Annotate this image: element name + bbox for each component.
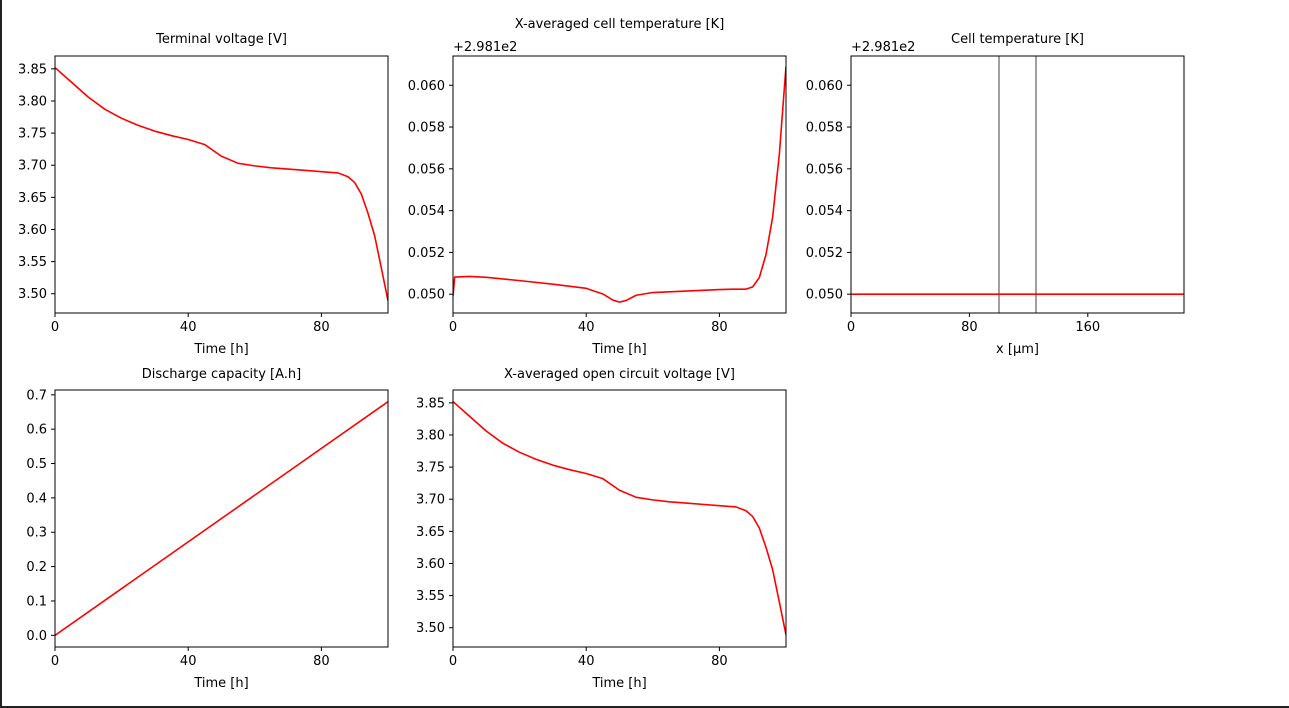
y-tick-label: 0.056 <box>806 162 843 177</box>
y-tick-label: 0.060 <box>806 79 843 94</box>
x-tick-label: 0 <box>449 320 457 335</box>
x-axis-label: Time [h] <box>591 676 646 691</box>
y-offset-label: +2.981e2 <box>453 40 517 55</box>
y-tick-label: 3.60 <box>18 223 47 238</box>
x-tick-label: 0 <box>51 320 59 335</box>
plot-area <box>55 66 388 301</box>
y-tick-label: 0.5 <box>26 457 47 472</box>
chart-panel-2: X-averaged cell temperature [K] +2.981e2 0… <box>408 17 787 357</box>
x-tick-label: 40 <box>578 654 595 669</box>
x-tick-label: 80 <box>313 320 330 335</box>
chart-panel-4: Discharge capacity [A.h] 0 40 80 0.0 0.1 0.2 0.… <box>26 367 389 691</box>
axes-frame <box>452 55 787 314</box>
y-tick-label: 3.70 <box>18 159 47 174</box>
x-tick-label: 0 <box>51 654 59 669</box>
series-line <box>453 400 786 635</box>
y-tick-label: 0.0 <box>26 629 47 644</box>
axes-frame <box>850 55 1185 314</box>
y-offset-label: +2.981e2 <box>851 40 915 55</box>
plot-area <box>55 401 388 636</box>
axes-frame <box>54 389 389 648</box>
y-tick-label: 0.7 <box>26 388 47 403</box>
plot-area <box>851 56 1184 313</box>
chart-panel-3: Cell temperature [K] +2.981e2 0 80 160 0.050 0… <box>806 32 1185 357</box>
y-tick-label: 0.2 <box>26 560 47 575</box>
y-tick-label: 0.3 <box>26 526 47 541</box>
chart-title: X-averaged cell temperature [K] <box>515 17 725 32</box>
chart-panel-5: X-averaged open circuit voltage [V] 0 40 80… <box>416 367 787 691</box>
y-tick-label: 0.1 <box>26 594 47 609</box>
plot-area <box>453 66 786 303</box>
y-tick-label: 0.6 <box>26 423 47 438</box>
y-tick-label: 3.65 <box>18 191 47 206</box>
x-axis-label: Time [h] <box>193 676 248 691</box>
y-tick-label: 0.052 <box>408 246 445 261</box>
x-tick-label: 40 <box>578 320 595 335</box>
y-tick-label: 3.50 <box>416 621 445 636</box>
x-axis-label: Time [h] <box>193 342 248 357</box>
y-tick-label: 0.056 <box>408 162 445 177</box>
y-tick-label: 3.65 <box>416 525 445 540</box>
window-frame-left <box>0 0 2 708</box>
chart-title: Terminal voltage [V] <box>155 32 287 47</box>
y-tick-label: 3.80 <box>18 94 47 109</box>
y-tick-label: 0.054 <box>408 204 445 219</box>
y-tick-label: 0.060 <box>408 79 445 94</box>
y-tick-label: 3.85 <box>18 62 47 77</box>
x-tick-label: 80 <box>313 654 330 669</box>
axes-frame <box>452 389 787 648</box>
y-tick-label: 3.75 <box>416 461 445 476</box>
x-tick-label: 0 <box>847 320 855 335</box>
y-tick-label: 3.75 <box>18 127 47 142</box>
y-tick-label: 3.55 <box>18 255 47 270</box>
series-line <box>55 66 388 301</box>
chart-title: Cell temperature [K] <box>951 32 1084 47</box>
y-tick-label: 3.55 <box>416 589 445 604</box>
y-tick-label: 3.50 <box>18 287 47 302</box>
y-tick-label: 3.80 <box>416 428 445 443</box>
y-tick-label: 0.058 <box>806 121 843 136</box>
y-tick-label: 0.058 <box>408 121 445 136</box>
series-line <box>453 66 786 303</box>
chart-panel-1: Terminal voltage [V] 0 40 80 3.50 3.55 3.60 3.6… <box>18 32 389 357</box>
y-tick-label: 0.052 <box>806 246 843 261</box>
x-tick-label: 40 <box>180 320 197 335</box>
x-tick-label: 80 <box>711 320 728 335</box>
y-tick-label: 3.70 <box>416 493 445 508</box>
chart-title: Discharge capacity [A.h] <box>142 367 301 382</box>
chart-title: X-averaged open circuit voltage [V] <box>504 367 735 382</box>
y-tick-label: 0.4 <box>26 491 47 506</box>
x-tick-label: 80 <box>711 654 728 669</box>
x-tick-label: 0 <box>449 654 457 669</box>
axes-frame <box>54 55 389 314</box>
window-frame-bottom <box>0 706 1289 708</box>
x-tick-label: 40 <box>180 654 197 669</box>
x-tick-label: 80 <box>961 320 978 335</box>
x-axis-label: Time [h] <box>591 342 646 357</box>
plot-area <box>453 400 786 635</box>
series-line <box>55 401 388 636</box>
x-axis-label: x [μm] <box>996 342 1039 357</box>
y-tick-label: 3.60 <box>416 557 445 572</box>
y-tick-label: 3.85 <box>416 396 445 411</box>
y-tick-label: 0.050 <box>806 288 843 303</box>
y-tick-label: 0.050 <box>408 288 445 303</box>
y-tick-label: 0.054 <box>806 204 843 219</box>
x-tick-label: 160 <box>1075 320 1100 335</box>
